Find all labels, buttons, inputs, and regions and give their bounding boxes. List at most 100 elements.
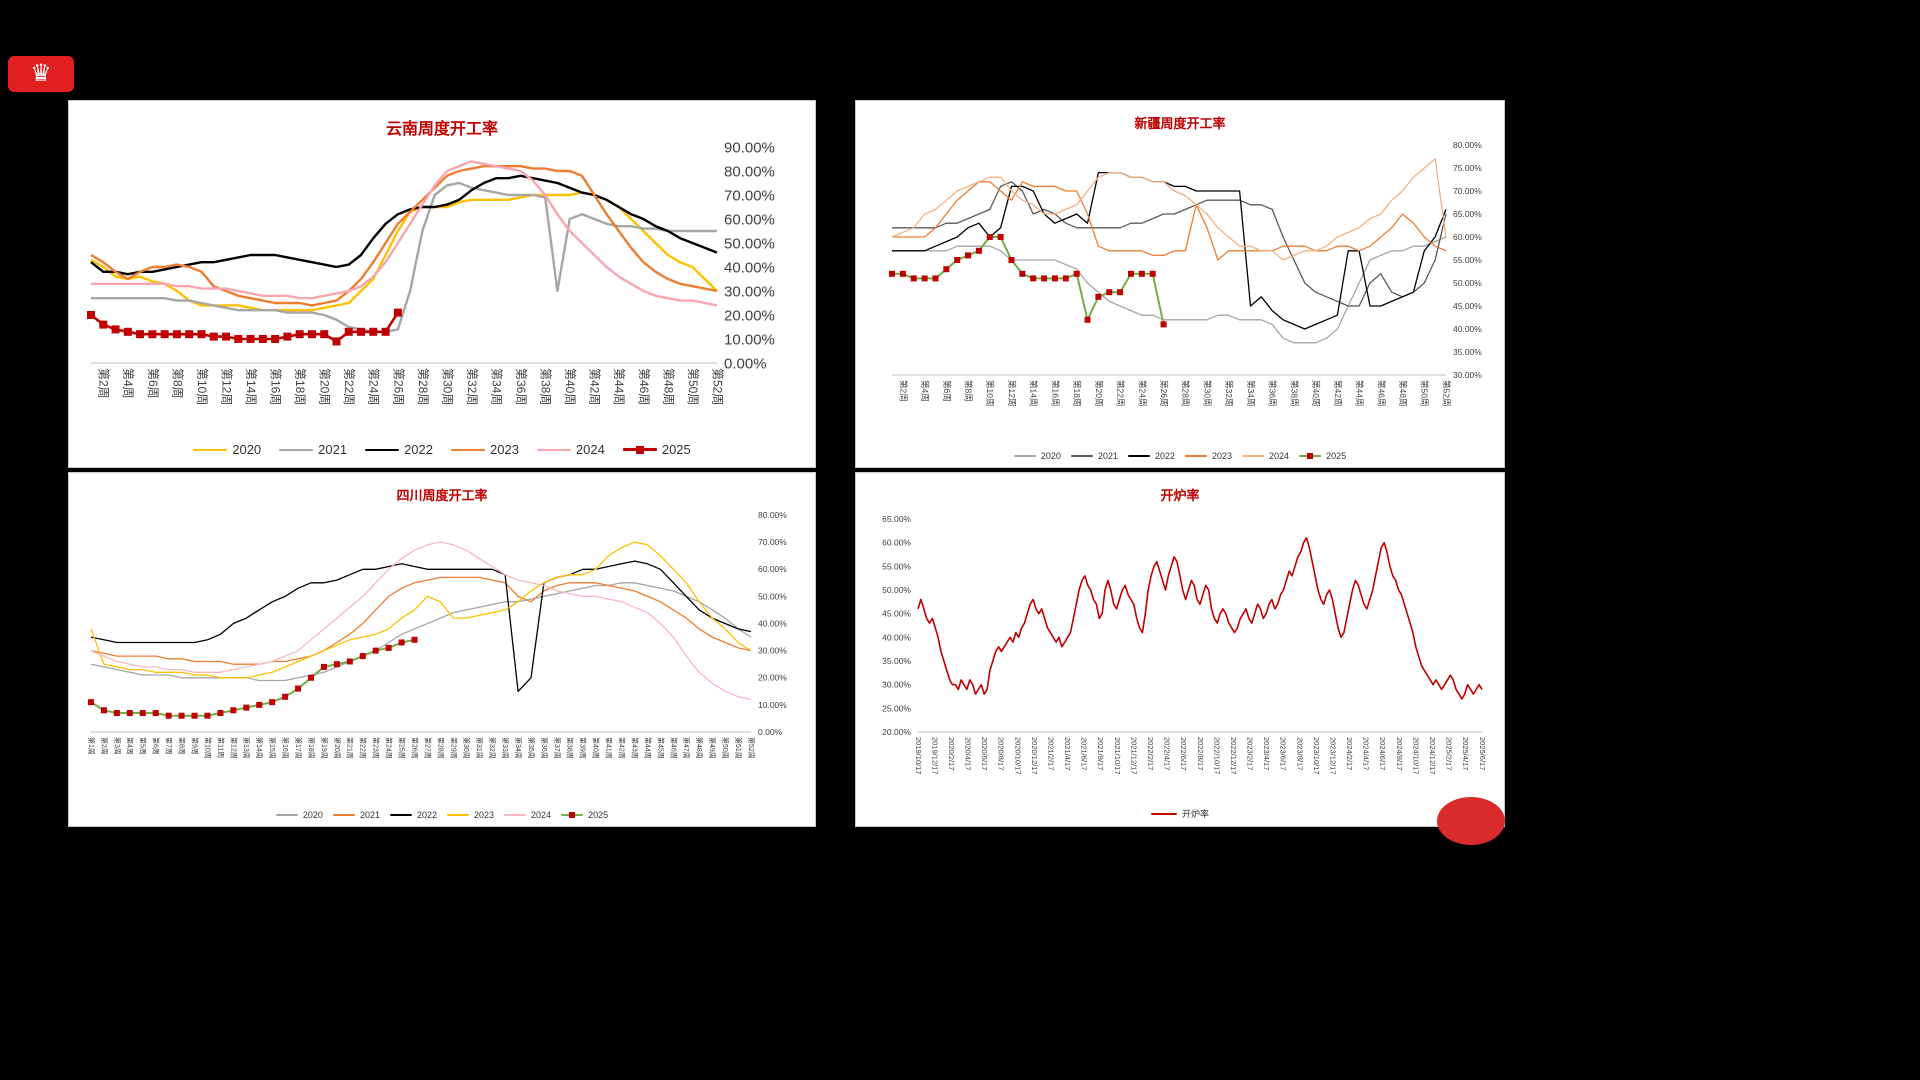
y-axis-tick-label: 40.00% [1453, 324, 1482, 334]
series-marker-2025 [385, 644, 392, 651]
legend-label: 2021 [359, 810, 380, 820]
x-axis-tick-label: 第19周 [320, 737, 329, 759]
series-marker-2025 [307, 330, 316, 339]
series-marker-2025 [243, 704, 250, 711]
x-axis-tick-label: 第1周 [87, 737, 96, 755]
x-axis-tick-label: 第12周 [219, 368, 233, 405]
series-marker-2025 [369, 327, 378, 336]
chart-panel-sichuan: 四川周度开工率 0.00% 10.00% 20.00% 30.00% 40.00% 50.… [68, 472, 816, 827]
chart-legend-yunnan: 2020 2021 2022 2023 2024 2025 [69, 442, 815, 457]
x-axis-tick-label: 第6周 [146, 368, 160, 399]
x-axis-tick-label: 第46周 [669, 737, 678, 759]
series-marker-2025 [230, 707, 237, 714]
y-axis-tick-label: 80.00% [758, 510, 787, 520]
x-axis-tick-label: 2023/6/17 [1279, 737, 1288, 770]
x-axis-tick-label: 第18周 [1072, 380, 1082, 406]
chart-title-sichuan: 四川周度开工率 [396, 488, 488, 503]
x-axis-tick-label: 第2周 [97, 368, 111, 399]
legend-item-yunnan-2025: 2025 [622, 442, 691, 457]
legend-marker-sample [569, 812, 576, 818]
y-axis-tick-label: 45.00% [1453, 301, 1482, 311]
x-axis-tick-label: 第41周 [605, 737, 614, 759]
chart-svg-xinjiang: 30.00% 35.00% 40.00% 45.00% 50.00% 55.00% 60.0… [889, 140, 1482, 406]
x-axis-tick-label: 第32周 [1224, 380, 1234, 406]
legend-label: 2020 [302, 810, 323, 820]
legend-label: 2024 [1269, 451, 1290, 461]
series-line-2021 [90, 576, 752, 665]
x-axis-tick-label: 第52周 [1442, 380, 1452, 406]
y-axis-tick-label: 0.00% [724, 355, 767, 372]
y-axis-tick-label: 10.00% [724, 331, 775, 348]
x-axis-tick-label: 第32周 [465, 368, 479, 405]
x-axis-tick-label: 第36周 [540, 737, 549, 759]
x-axis-tick-label: 第20周 [1094, 380, 1104, 406]
legend-line-sample [1185, 455, 1207, 457]
x-axis-tick-label: 第39周 [579, 737, 588, 759]
x-axis-tick-label: 第4周 [920, 380, 930, 402]
series-marker-2025 [1051, 275, 1058, 282]
x-axis-tick-label: 2024/12/17 [1428, 737, 1437, 775]
x-axis-tick-label: 2020/8/17 [997, 737, 1006, 770]
x-axis-tick-label: 第8周 [170, 368, 184, 399]
series-marker-2025 [1062, 275, 1069, 282]
x-axis-tick-label: 第37周 [553, 737, 562, 759]
x-axis-tick-label: 第47周 [682, 737, 691, 759]
x-axis-tick-label: 第42周 [588, 368, 602, 405]
x-axis-tick-label: 第12周 [1007, 380, 1017, 406]
legend-label: 2025 [661, 442, 691, 457]
x-axis-tick-label: 第12周 [229, 737, 238, 759]
series-line-2022 [892, 171, 1447, 330]
x-axis-tick-label: 第48周 [661, 368, 675, 405]
x-axis-tick-label: 2020/2/17 [947, 737, 956, 770]
x-axis-tick-label: 第42周 [618, 737, 627, 759]
x-axis-tick-label: 2022/12/17 [1229, 737, 1238, 775]
series-marker-2025 [1084, 316, 1091, 323]
crown-logo-button[interactable]: ♛ [8, 56, 74, 92]
x-axis-tick-label: 第48周 [695, 737, 704, 759]
series-marker-2025 [283, 332, 292, 341]
series-marker-2025 [357, 327, 366, 336]
y-axis-tick-label: 70.00% [758, 537, 787, 547]
series-marker-2025 [204, 712, 211, 719]
series-marker-2025 [965, 252, 972, 259]
x-axis-tick-label: 第10周 [203, 737, 212, 759]
x-axis-tick-label: 第38周 [539, 368, 553, 405]
series-marker-2025 [997, 234, 1004, 240]
y-axis-tick-label: 60.00% [758, 564, 787, 574]
legend-marker-sample [635, 445, 644, 454]
legend-item-sichuan-2020: 2020 [275, 810, 323, 820]
series-marker-2025 [1095, 293, 1102, 300]
series-marker-2025 [910, 275, 917, 282]
legend-line-sample [504, 814, 527, 816]
legend-label: 2021 [318, 442, 348, 457]
legend-item-xinjiang-2021: 2021 [1070, 451, 1118, 461]
series-marker-2025 [332, 337, 341, 346]
series-marker-2025 [113, 710, 120, 717]
x-axis-tick-label: 第34周 [514, 737, 523, 759]
x-axis-tick-label: 第16周 [1050, 380, 1060, 406]
series-marker-2025 [209, 332, 218, 341]
y-axis-tick-label: 60.00% [882, 538, 911, 548]
x-axis-tick-label: 第38周 [1289, 380, 1299, 406]
series-marker-2025 [393, 308, 402, 317]
legend-item-sichuan-2022: 2022 [389, 810, 437, 820]
series-marker-2025 [1117, 289, 1124, 296]
y-axis-tick-label: 65.00% [882, 514, 911, 524]
series-marker-2025 [1149, 270, 1156, 277]
y-axis-tick-label: 20.00% [724, 307, 775, 324]
legend-line-sample [451, 448, 485, 451]
chart-panel-yunnan: 云南周度开工率 0.00% 10.00% 20.00% 30.00% 40.00% 50.… [68, 100, 816, 468]
legend-line-sample [1242, 455, 1265, 457]
x-axis-tick-label: 第8周 [964, 380, 974, 402]
x-axis-tick-label: 第52周 [747, 737, 756, 759]
series-marker-2025 [295, 330, 304, 339]
x-axis-tick-label: 第35周 [527, 737, 536, 759]
x-axis-tick-label: 第44周 [643, 737, 652, 759]
series-line-2023 [90, 164, 718, 307]
chart-canvas-yunnan: 0.00% 10.00% 20.00% 30.00% 40.00% 50.00% 60.00… [69, 101, 815, 467]
x-axis-tick-label: 第42周 [1333, 380, 1343, 406]
y-axis-tick-label: 10.00% [758, 700, 787, 710]
x-axis-tick-label: 2021/4/17 [1063, 737, 1072, 770]
legend-line-sample [1013, 455, 1036, 457]
